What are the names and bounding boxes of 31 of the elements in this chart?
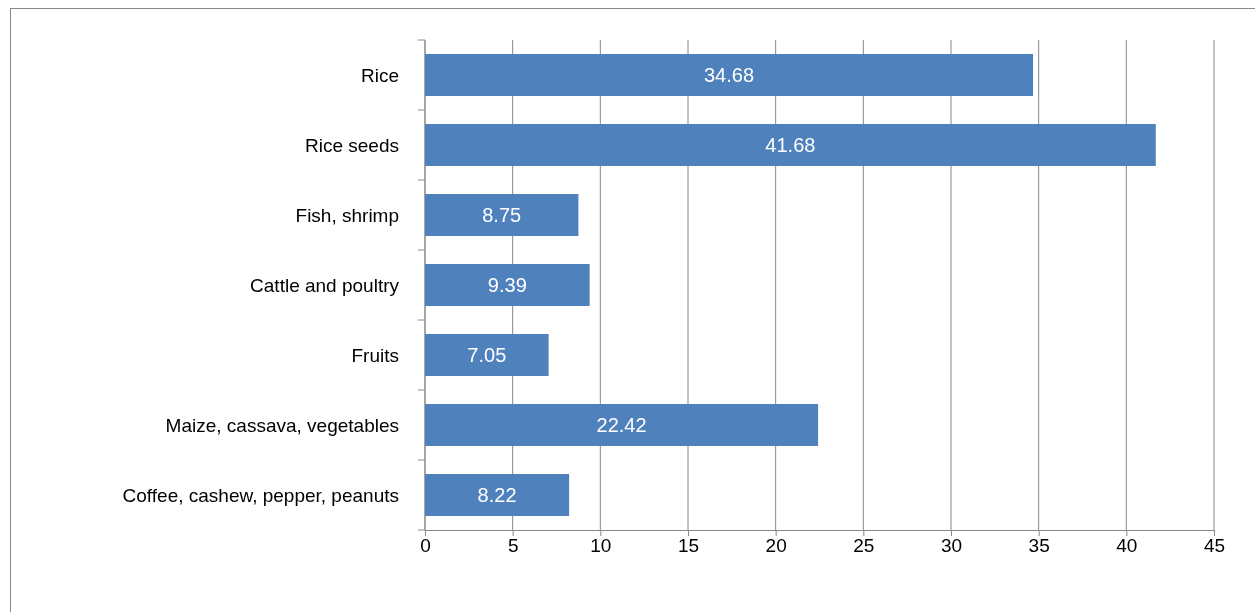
bar bbox=[425, 334, 549, 376]
data-label: 9.39 bbox=[487, 274, 527, 297]
y-tick-label: Maize, cassava, vegetables bbox=[165, 414, 399, 436]
x-tick-label: 30 bbox=[940, 535, 963, 557]
x-tick-label: 40 bbox=[1116, 535, 1138, 557]
bar bbox=[425, 194, 579, 236]
x-tick-label: 5 bbox=[507, 535, 519, 557]
y-tick-label: Rice bbox=[360, 64, 399, 86]
y-tick-label: Fish, shrimp bbox=[295, 204, 399, 226]
data-label: 7.05 bbox=[467, 344, 507, 367]
x-tick-label: 15 bbox=[677, 535, 700, 557]
data-label: 8.22 bbox=[477, 484, 517, 507]
y-tick-label: Fruits bbox=[351, 344, 399, 366]
data-label: 8.75 bbox=[482, 204, 522, 227]
x-tick-label: 20 bbox=[765, 535, 787, 557]
bar bbox=[425, 124, 1156, 166]
bar bbox=[425, 474, 570, 516]
bar bbox=[425, 264, 590, 306]
data-label: 34.68 bbox=[704, 64, 755, 87]
data-label: 22.42 bbox=[596, 414, 647, 437]
x-tick-label: 45 bbox=[1203, 535, 1226, 557]
x-tick-label: 0 bbox=[420, 535, 431, 557]
bar bbox=[425, 404, 819, 446]
y-tick-label: Coffee, cashew, pepper, peanuts bbox=[122, 484, 399, 506]
x-tick-label: 25 bbox=[853, 535, 875, 557]
data-label: 41.68 bbox=[765, 134, 816, 157]
x-tick-label: 35 bbox=[1028, 535, 1050, 557]
x-tick-label: 10 bbox=[590, 535, 612, 557]
y-tick-label: Cattle and poultry bbox=[250, 274, 400, 296]
bar bbox=[425, 54, 1034, 96]
y-tick-label: Rice seeds bbox=[305, 134, 399, 156]
